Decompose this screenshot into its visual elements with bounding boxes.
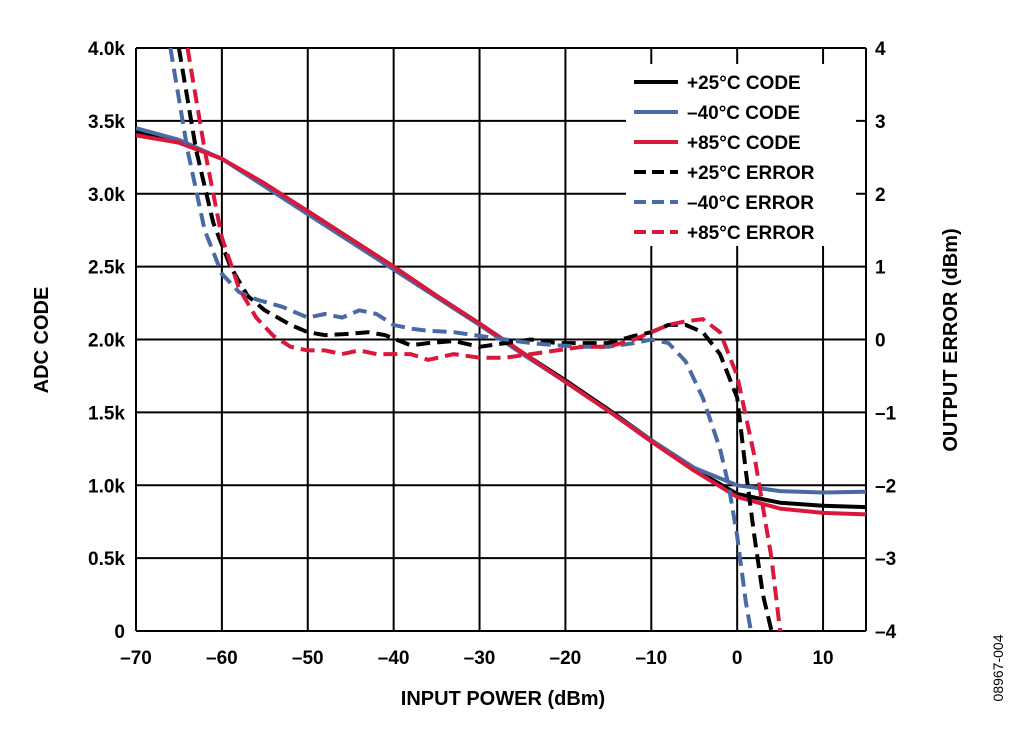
y-tick-label: 3.5k (88, 112, 125, 133)
x-tick-label: 0 (732, 648, 743, 669)
legend-label: +85°C CODE (687, 133, 801, 154)
y-axis-title: ADC CODE (31, 287, 53, 394)
y-tick-label: 0.5k (88, 549, 125, 570)
legend-label: –40°C CODE (687, 103, 800, 124)
series-line-5 (185, 48, 783, 631)
x-axis-title: INPUT POWER (dBm) (401, 688, 605, 710)
y2-axis-title: OUTPUT ERROR (dBm) (940, 228, 962, 451)
x-tick-label: –20 (550, 648, 582, 669)
legend-label: +85°C ERROR (687, 223, 815, 244)
x-tick-label: –30 (464, 648, 496, 669)
y-tick-labels: 0 0.5k 1.0k 1.5k 2.0k 2.5k 3.0k 3.5k 4.0k (88, 39, 125, 643)
x-tick-label: –50 (292, 648, 324, 669)
y2-tick-label: 3 (875, 112, 886, 133)
y2-tick-label: 1 (875, 258, 886, 279)
legend-box (626, 64, 856, 246)
x-tick-labels: –70 –60 –50 –40 –30 –20 –10 0 10 (120, 648, 833, 669)
y2-tick-label: 4 (875, 39, 886, 60)
figure-id: 08967-004 (990, 634, 1006, 701)
legend-label: +25°C CODE (687, 73, 801, 94)
y-tick-label: 4.0k (88, 39, 125, 60)
y2-tick-label: –3 (875, 549, 896, 570)
y2-tick-label: –1 (875, 403, 897, 424)
y-tick-label: 2.0k (88, 331, 125, 352)
y2-tick-label: –4 (875, 622, 897, 643)
series-line-3 (176, 48, 774, 631)
y2-tick-label: 2 (875, 185, 886, 206)
y2-tick-labels: –4 –3 –2 –1 0 1 2 3 4 (875, 39, 897, 643)
y-tick-label: 1.0k (88, 476, 125, 497)
legend-label: –40°C ERROR (687, 193, 814, 214)
x-tick-label: –70 (120, 648, 152, 669)
x-tick-label: –40 (378, 648, 410, 669)
y-tick-label: 1.5k (88, 403, 125, 424)
legend-label: +25°C ERROR (687, 163, 815, 184)
y-tick-label: 0 (114, 622, 125, 643)
x-tick-label: –10 (635, 648, 667, 669)
series-layer (136, 48, 866, 631)
x-tick-label: 10 (812, 648, 833, 669)
series-line-4 (168, 48, 753, 631)
y-tick-label: 3.0k (88, 185, 125, 206)
y2-tick-label: –2 (875, 476, 896, 497)
x-tick-label: –60 (206, 648, 238, 669)
y2-tick-label: 0 (875, 331, 886, 352)
y-tick-label: 2.5k (88, 258, 125, 279)
legend: +25°C CODE –40°C CODE +85°C CODE +25°C ERRO… (626, 64, 856, 246)
